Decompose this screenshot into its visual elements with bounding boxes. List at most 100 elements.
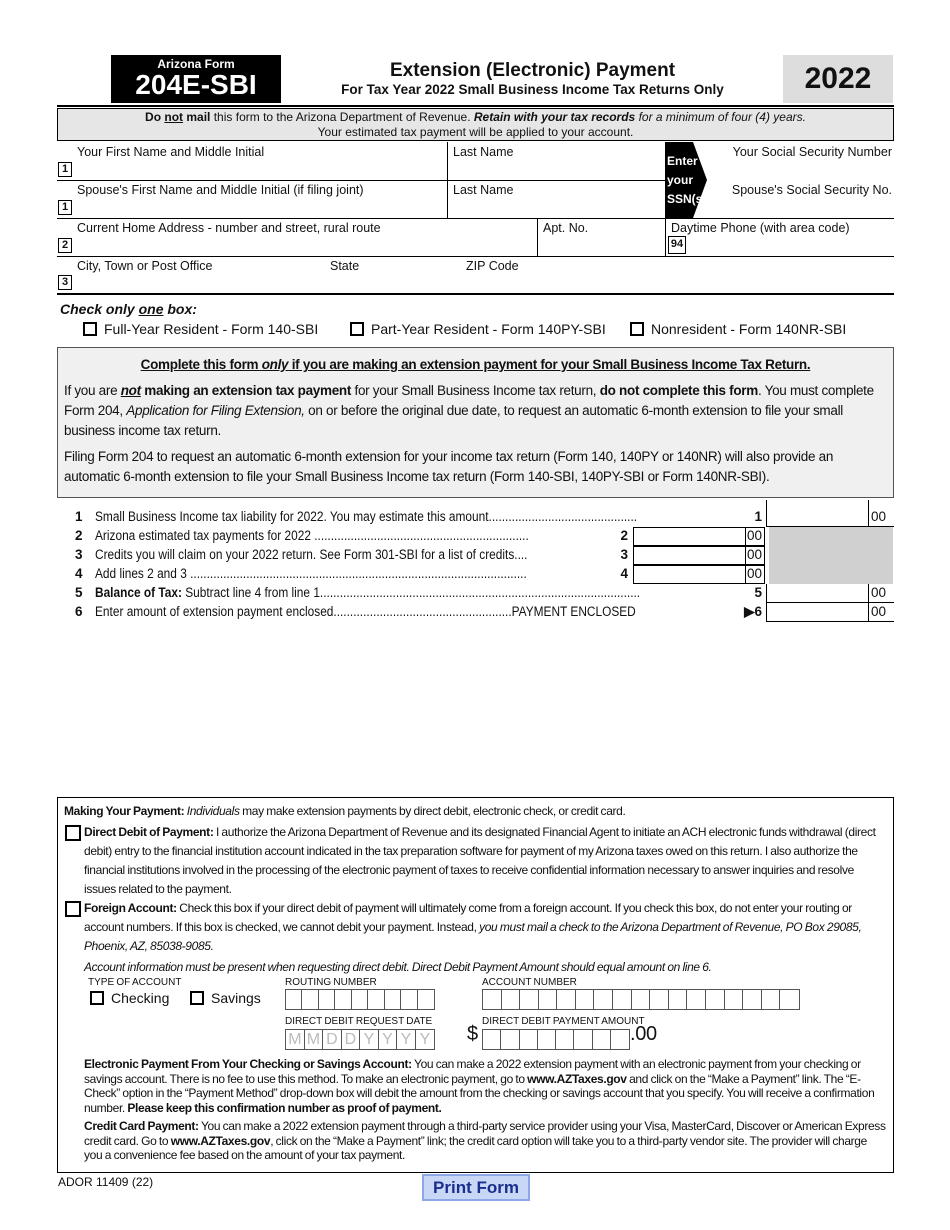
- digit-box[interactable]: [302, 990, 319, 1009]
- line-amount-input[interactable]: [633, 527, 765, 546]
- digit-box[interactable]: D: [342, 1030, 360, 1049]
- credit-card-text: Credit Card Payment: You can make a 2022…: [84, 1119, 886, 1162]
- spouse-ssn-input[interactable]: [710, 198, 890, 216]
- line-amount-input[interactable]: [766, 500, 894, 527]
- digit-box[interactable]: [520, 990, 539, 1009]
- digit-box[interactable]: [650, 990, 669, 1009]
- digit-box[interactable]: [594, 990, 614, 1009]
- digit-box[interactable]: [613, 990, 632, 1009]
- form-code: ADOR 11409 (22): [58, 1175, 154, 1189]
- line-amount-input[interactable]: [633, 546, 765, 565]
- digit-box[interactable]: [611, 1030, 629, 1049]
- digit-box[interactable]: [319, 990, 336, 1009]
- divider: [57, 256, 894, 257]
- last-name-input[interactable]: [450, 158, 660, 178]
- checking-option[interactable]: Checking: [90, 989, 169, 1008]
- form-label: Arizona Form: [157, 57, 235, 71]
- line-amount-input[interactable]: [633, 565, 765, 584]
- checkbox[interactable]: [190, 991, 204, 1005]
- digit-box[interactable]: [501, 1030, 520, 1049]
- direct-debit-text: Direct Debit of Payment: I authorize the…: [64, 823, 887, 899]
- aztaxes-link[interactable]: www.AZTaxes.gov: [170, 1133, 271, 1148]
- checkbox[interactable]: [630, 322, 644, 336]
- checkbox[interactable]: [90, 991, 104, 1005]
- address-input[interactable]: [75, 234, 533, 254]
- digit-box[interactable]: [556, 1030, 575, 1049]
- aztaxes-link[interactable]: www.AZTaxes.gov: [527, 1071, 627, 1086]
- digit-box[interactable]: [669, 990, 688, 1009]
- digit-box[interactable]: Y: [360, 1030, 379, 1049]
- payment-amount-input[interactable]: [482, 1029, 630, 1050]
- digit-box[interactable]: [725, 990, 744, 1009]
- line-amount-input[interactable]: [766, 584, 894, 603]
- spouse-last-name-input[interactable]: [450, 196, 660, 216]
- digit-box[interactable]: M: [286, 1030, 305, 1049]
- digit-box[interactable]: [762, 990, 781, 1009]
- residency-nonresident[interactable]: Nonresident - Form 140NR-SBI: [630, 321, 846, 337]
- digit-box[interactable]: [593, 1030, 611, 1049]
- digit-box[interactable]: [706, 990, 725, 1009]
- digit-box[interactable]: [483, 990, 502, 1009]
- subtitle: For Tax Year 2022 Small Business Income …: [341, 82, 724, 97]
- shaded-area: [769, 527, 893, 584]
- digit-box[interactable]: [385, 990, 402, 1009]
- account-number-input[interactable]: [482, 989, 800, 1010]
- digit-box[interactable]: [418, 990, 434, 1009]
- savings-option[interactable]: Savings: [190, 989, 261, 1008]
- apt-input[interactable]: [540, 234, 662, 254]
- residency-part-year[interactable]: Part-Year Resident - Form 140PY-SBI: [350, 321, 606, 337]
- foreign-account-checkbox[interactable]: [65, 901, 81, 917]
- foreign-account-text: Foreign Account: Check this box if your …: [64, 899, 887, 956]
- dollar-sign: $: [467, 1023, 478, 1045]
- state-input[interactable]: [330, 272, 460, 292]
- digit-box[interactable]: [539, 990, 558, 1009]
- digit-box[interactable]: Y: [397, 1030, 416, 1049]
- cents: 00: [747, 547, 763, 562]
- digit-box[interactable]: [557, 990, 576, 1009]
- digit-box[interactable]: [368, 990, 385, 1009]
- city-label: City, Town or Post Office: [77, 259, 213, 273]
- digit-box[interactable]: [574, 1030, 593, 1049]
- digit-box[interactable]: D: [323, 1030, 342, 1049]
- phone-input[interactable]: [690, 236, 890, 254]
- line-amount-input[interactable]: [766, 603, 894, 622]
- digit-box[interactable]: [520, 1030, 538, 1049]
- payment-section: Making Your Payment: Individuals may mak…: [57, 797, 894, 1173]
- digit-box[interactable]: [687, 990, 706, 1009]
- digit-box[interactable]: M: [305, 1030, 323, 1049]
- digit-box[interactable]: Y: [379, 1030, 397, 1049]
- digit-box[interactable]: [483, 1030, 502, 1049]
- enter-ssn-arrow: [665, 142, 707, 218]
- digit-box[interactable]: [352, 990, 369, 1009]
- digit-box[interactable]: [780, 990, 799, 1009]
- routing-number-input[interactable]: [285, 989, 435, 1010]
- line-text: Credits you will claim on your 2022 retu…: [95, 547, 528, 562]
- divider: [57, 293, 894, 295]
- divider: [447, 142, 448, 218]
- digit-box[interactable]: [576, 990, 595, 1009]
- spouse-ssn-label: Spouse's Social Security No.: [731, 183, 892, 197]
- digit-box[interactable]: [632, 990, 651, 1009]
- digit-box[interactable]: [335, 990, 352, 1009]
- check-one-label: Check only one box:: [60, 301, 197, 317]
- phone-label: Daytime Phone (with area code): [671, 221, 850, 235]
- divider: [57, 218, 894, 219]
- city-input[interactable]: [75, 272, 325, 292]
- zip-input[interactable]: [466, 272, 656, 292]
- digit-box[interactable]: [502, 990, 521, 1009]
- spouse-first-name-input[interactable]: [75, 196, 443, 216]
- checkbox[interactable]: [350, 322, 364, 336]
- ssn-input[interactable]: [710, 160, 890, 178]
- direct-debit-checkbox[interactable]: [65, 825, 81, 841]
- residency-full-year[interactable]: Full-Year Resident - Form 140-SBI: [83, 321, 318, 337]
- print-form-button[interactable]: Print Form: [422, 1174, 530, 1201]
- digit-box[interactable]: [286, 990, 303, 1009]
- digit-box[interactable]: Y: [419, 1031, 431, 1048]
- digit-box[interactable]: [743, 990, 762, 1009]
- line-number: 5: [75, 585, 83, 600]
- digit-box[interactable]: [401, 990, 418, 1009]
- first-name-input[interactable]: [75, 158, 443, 178]
- digit-box[interactable]: [538, 1030, 556, 1049]
- checkbox[interactable]: [83, 322, 97, 336]
